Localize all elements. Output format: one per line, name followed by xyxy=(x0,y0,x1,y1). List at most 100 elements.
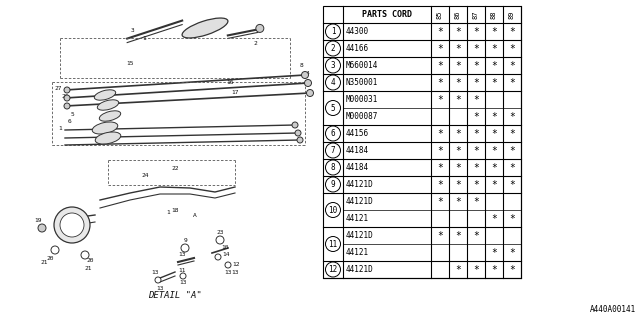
Text: 6: 6 xyxy=(68,118,72,124)
Text: 24: 24 xyxy=(141,172,148,178)
Text: *: * xyxy=(455,163,461,172)
Circle shape xyxy=(81,251,89,259)
Text: *: * xyxy=(455,265,461,275)
Text: *: * xyxy=(473,180,479,189)
Circle shape xyxy=(64,95,70,101)
Text: DETAIL "A": DETAIL "A" xyxy=(148,292,202,300)
Text: *: * xyxy=(455,180,461,189)
Text: 44156: 44156 xyxy=(346,129,369,138)
Text: 4: 4 xyxy=(331,78,335,87)
Text: *: * xyxy=(491,111,497,122)
Text: 44121D: 44121D xyxy=(346,265,374,274)
Ellipse shape xyxy=(94,90,116,100)
Text: *: * xyxy=(491,247,497,258)
Circle shape xyxy=(326,126,340,141)
Text: 8: 8 xyxy=(331,163,335,172)
Text: 85: 85 xyxy=(437,10,443,19)
Text: *: * xyxy=(473,196,479,206)
Text: *: * xyxy=(509,265,515,275)
Text: *: * xyxy=(437,44,443,53)
Text: M660014: M660014 xyxy=(346,61,378,70)
Text: A: A xyxy=(193,212,197,218)
Text: *: * xyxy=(491,213,497,223)
Circle shape xyxy=(301,71,308,78)
Text: *: * xyxy=(437,180,443,189)
Text: *: * xyxy=(473,94,479,105)
Text: *: * xyxy=(437,129,443,139)
Text: 1: 1 xyxy=(331,27,335,36)
Text: *: * xyxy=(509,44,515,53)
Text: 2: 2 xyxy=(331,44,335,53)
Ellipse shape xyxy=(99,111,121,121)
Text: *: * xyxy=(473,60,479,70)
Text: 44121D: 44121D xyxy=(346,197,374,206)
Text: 12: 12 xyxy=(232,262,240,268)
Text: 44300: 44300 xyxy=(346,27,369,36)
Text: 44121: 44121 xyxy=(346,248,369,257)
Text: *: * xyxy=(509,213,515,223)
Text: *: * xyxy=(455,94,461,105)
Text: *: * xyxy=(455,196,461,206)
Circle shape xyxy=(295,130,301,136)
Circle shape xyxy=(181,244,189,252)
Text: PARTS CORD: PARTS CORD xyxy=(362,10,412,19)
Text: 13: 13 xyxy=(224,269,232,275)
Text: 13: 13 xyxy=(179,252,186,258)
Text: 11: 11 xyxy=(179,268,186,273)
Bar xyxy=(323,6,521,278)
Text: *: * xyxy=(491,146,497,156)
Text: 21: 21 xyxy=(40,260,48,265)
Text: 12: 12 xyxy=(328,265,338,274)
Ellipse shape xyxy=(95,132,121,144)
Text: 10: 10 xyxy=(221,244,228,250)
Text: *: * xyxy=(491,44,497,53)
Circle shape xyxy=(326,58,340,73)
Text: *: * xyxy=(473,265,479,275)
Text: *: * xyxy=(509,129,515,139)
Circle shape xyxy=(225,262,231,268)
Text: *: * xyxy=(491,27,497,36)
Text: M000031: M000031 xyxy=(346,95,378,104)
Text: 87: 87 xyxy=(473,10,479,19)
Text: 8: 8 xyxy=(300,62,304,68)
Text: A440A00141: A440A00141 xyxy=(589,305,636,314)
Text: *: * xyxy=(473,77,479,87)
Text: *: * xyxy=(473,129,479,139)
Text: *: * xyxy=(455,44,461,53)
Text: *: * xyxy=(473,163,479,172)
Text: *: * xyxy=(491,60,497,70)
Circle shape xyxy=(326,143,340,158)
Text: 18: 18 xyxy=(172,207,179,212)
Text: 1: 1 xyxy=(142,36,146,41)
Text: *: * xyxy=(437,163,443,172)
Circle shape xyxy=(326,236,340,252)
Circle shape xyxy=(292,122,298,128)
Text: *: * xyxy=(509,180,515,189)
Text: *: * xyxy=(491,129,497,139)
Text: 15: 15 xyxy=(126,60,134,66)
Text: *: * xyxy=(509,27,515,36)
Text: 6: 6 xyxy=(331,129,335,138)
Text: 10: 10 xyxy=(328,205,338,214)
Circle shape xyxy=(51,246,59,254)
Text: 4: 4 xyxy=(306,70,310,76)
Text: 13: 13 xyxy=(231,269,239,275)
Text: *: * xyxy=(437,77,443,87)
Text: *: * xyxy=(473,230,479,241)
Text: *: * xyxy=(509,146,515,156)
Text: 9: 9 xyxy=(331,180,335,189)
Text: 1: 1 xyxy=(166,210,170,214)
Text: *: * xyxy=(509,77,515,87)
Text: 3: 3 xyxy=(331,61,335,70)
Text: 9: 9 xyxy=(183,237,187,243)
Text: 44184: 44184 xyxy=(346,163,369,172)
Text: *: * xyxy=(455,230,461,241)
Circle shape xyxy=(326,100,340,116)
Text: 5: 5 xyxy=(331,103,335,113)
Circle shape xyxy=(307,90,314,97)
Text: 23: 23 xyxy=(216,229,224,235)
Text: 16: 16 xyxy=(227,79,234,84)
Text: *: * xyxy=(437,94,443,105)
Text: 17: 17 xyxy=(231,90,239,94)
Text: 86: 86 xyxy=(455,10,461,19)
